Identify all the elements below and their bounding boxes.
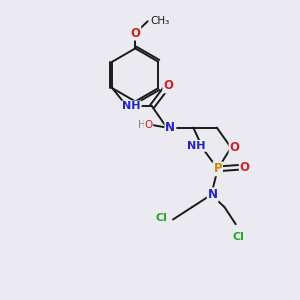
Text: NH: NH xyxy=(122,101,141,111)
Text: NH: NH xyxy=(187,141,206,151)
Text: Cl: Cl xyxy=(232,232,244,242)
Text: H: H xyxy=(138,120,146,130)
Text: N: N xyxy=(165,121,175,134)
Text: CH₃: CH₃ xyxy=(151,16,170,26)
Text: N: N xyxy=(208,188,218,201)
Text: O: O xyxy=(144,120,153,130)
Text: O: O xyxy=(230,141,239,154)
Text: O: O xyxy=(240,161,250,174)
Text: O: O xyxy=(163,79,173,92)
Text: P: P xyxy=(213,162,222,175)
Text: Cl: Cl xyxy=(155,213,167,223)
Text: O: O xyxy=(130,27,140,40)
